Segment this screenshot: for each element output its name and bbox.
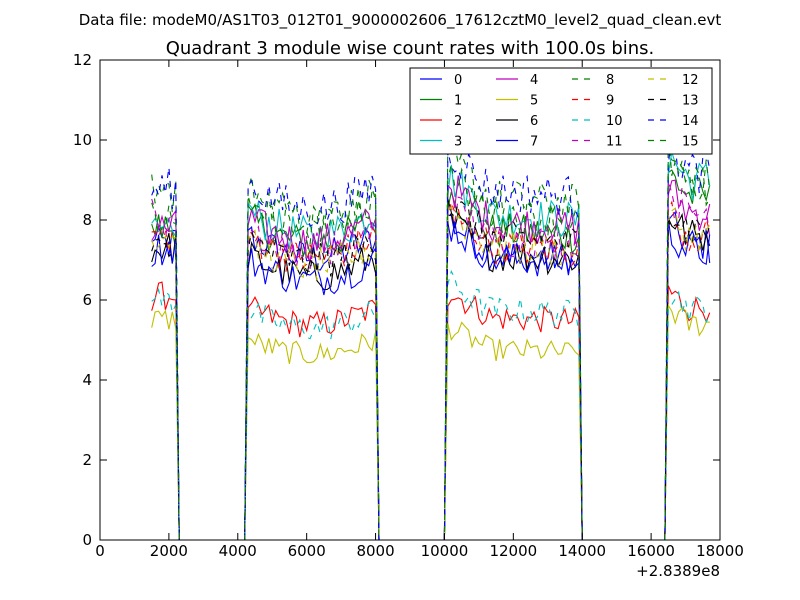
series-layer [151, 129, 711, 540]
legend-label-3: 3 [454, 135, 462, 150]
series-line-4 [151, 175, 711, 540]
legend-box [409, 67, 713, 155]
x-tick-label: 14000 [558, 542, 606, 560]
legend-label-14: 14 [682, 114, 699, 129]
x-tick-label: 10000 [421, 542, 469, 560]
ticks-layer: 0 2000 4000 6000 8000 10000 12000 14000 16000 180… [73, 51, 744, 560]
legend-label-6: 6 [530, 114, 538, 129]
x-tick-label: 0 [95, 542, 105, 560]
legend-label-11: 11 [606, 135, 623, 150]
chart-suptitle: Data file: modeM0/AS1T03_012T01_90000026… [79, 11, 722, 30]
chart-title: Quadrant 3 module wise count rates with … [166, 38, 655, 59]
x-tick-label: 6000 [288, 542, 326, 560]
legend-label-0: 0 [454, 73, 462, 88]
x-tick-label: 12000 [489, 542, 537, 560]
legend-label-10: 10 [606, 114, 623, 129]
y-tick-label: 10 [73, 131, 92, 149]
legend-label-8: 8 [606, 73, 614, 88]
legend-label-1: 1 [454, 94, 462, 109]
series-line-8 [151, 130, 711, 540]
legend-label-12: 12 [682, 73, 699, 88]
series-line-13 [151, 201, 711, 540]
series-line-9 [151, 200, 711, 540]
x-tick-label: 18000 [696, 542, 744, 560]
y-tick-label: 8 [82, 211, 92, 229]
legend-label-7: 7 [530, 135, 538, 150]
series-line-11 [151, 180, 711, 540]
x-tick-label: 8000 [356, 542, 394, 560]
series-line-3 [151, 151, 711, 540]
legend-label-2: 2 [454, 114, 462, 129]
series-line-14 [151, 129, 711, 540]
series-line-5 [151, 303, 710, 540]
legend-label-15: 15 [682, 135, 699, 150]
legend-label-13: 13 [682, 94, 699, 109]
x-tick-label: 2000 [150, 542, 188, 560]
series-line-1 [151, 169, 711, 540]
y-tick-label: 2 [82, 451, 92, 469]
series-line-6 [151, 198, 711, 540]
series-line-7 [151, 218, 711, 540]
series-line-2 [151, 281, 711, 540]
y-tick-label: 4 [82, 371, 92, 389]
x-tick-label: 4000 [219, 542, 257, 560]
y-tick-label: 0 [82, 531, 92, 549]
legend-label-4: 4 [530, 73, 538, 88]
x-offset-label: +2.8389e8 [636, 562, 720, 580]
series-line-10 [151, 269, 711, 540]
series-line-12 [151, 205, 711, 540]
y-tick-label: 12 [73, 51, 92, 69]
series-line-0 [151, 211, 711, 540]
legend-label-5: 5 [530, 94, 538, 109]
y-tick-label: 6 [82, 291, 92, 309]
series-line-15 [151, 151, 711, 540]
x-tick-label: 16000 [627, 542, 675, 560]
legend-label-9: 9 [606, 94, 614, 109]
